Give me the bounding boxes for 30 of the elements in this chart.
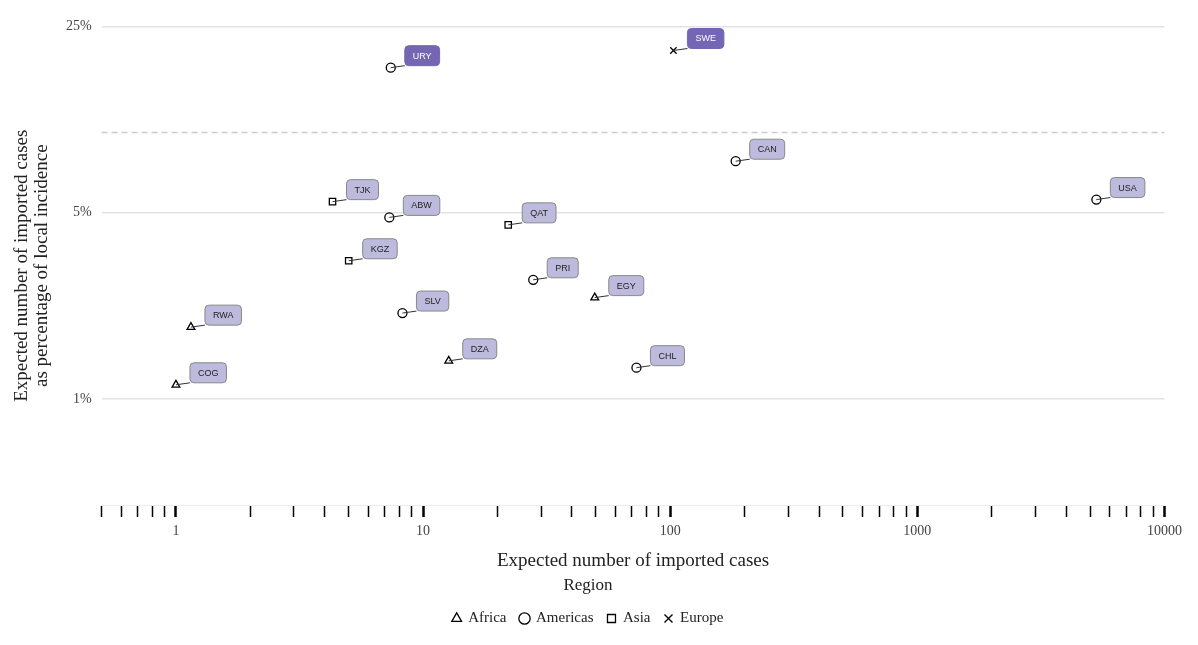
- y-tick-label: 1%: [72, 390, 92, 406]
- annotation: URY: [412, 50, 432, 61]
- y-axis-title: Expected number of imported cases as percentage of local incidence: [9, 129, 51, 402]
- annotation: CHL: [658, 350, 677, 361]
- legend-label: Asia: [622, 609, 651, 626]
- legend-label: Africa: [468, 609, 507, 626]
- annotation: SWE: [695, 33, 716, 44]
- annotation: CAN: [757, 144, 777, 155]
- x-tick-label: 10: [416, 523, 431, 539]
- annotation: COG: [197, 367, 219, 378]
- annotation: USA: [1118, 182, 1137, 193]
- x-tick-label: 1: [172, 523, 180, 539]
- legend-title: Region: [563, 574, 614, 594]
- x-tick-label: 1000: [903, 523, 932, 539]
- annotation: QAT: [530, 207, 549, 218]
- y-tick-label: 5%: [72, 204, 92, 220]
- annotation: DZA: [470, 343, 489, 354]
- x-tick-label: 100: [659, 523, 681, 539]
- x-tick-label: 10000: [1147, 523, 1182, 539]
- annotation: EGY: [616, 280, 636, 291]
- annotation: KGZ: [370, 243, 390, 254]
- legend-label: Americas: [536, 609, 594, 626]
- annotation: PRI: [555, 262, 571, 273]
- annotation: ABW: [411, 200, 433, 211]
- annotation: TJK: [354, 184, 371, 195]
- legend-label: Europe: [679, 609, 724, 626]
- x-axis-title: Expected number of imported cases: [496, 549, 770, 571]
- annotation: SLV: [424, 296, 441, 307]
- annotation: RWA: [212, 310, 234, 321]
- y-tick-label: 25%: [65, 18, 92, 34]
